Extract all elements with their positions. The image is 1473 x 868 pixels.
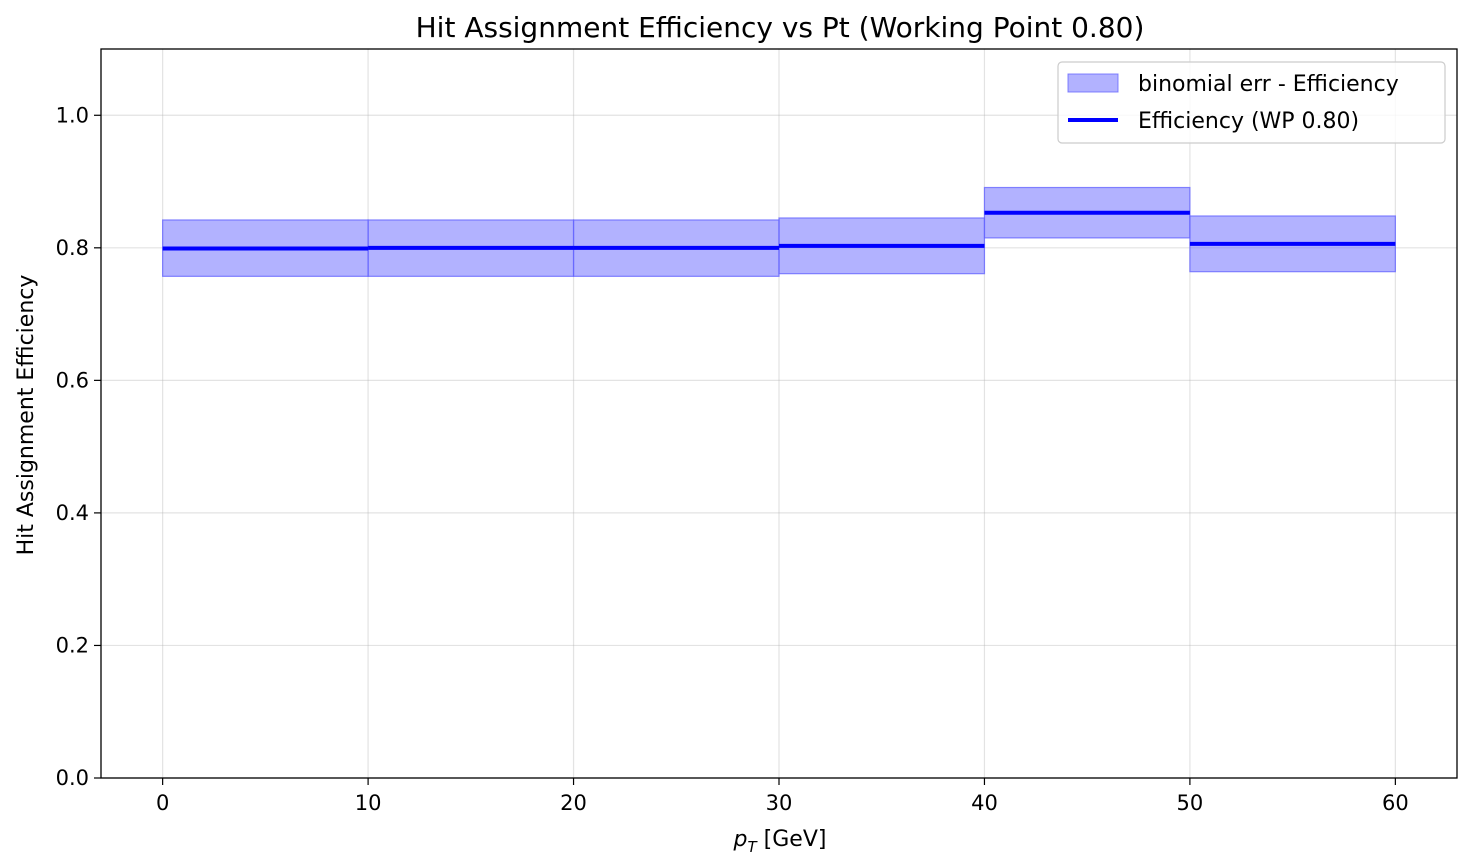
y-axis-label: Hit Assignment Efficiency [14, 275, 39, 556]
x-axis-label-unit: [GeV] [757, 827, 827, 852]
x-axis-label-main: p [733, 827, 748, 852]
x-axis-ticks: 0 10 20 30 40 50 60 [156, 778, 1409, 815]
legend-label-line: Efficiency (WP 0.80) [1138, 109, 1359, 134]
x-tick-label: 0 [156, 791, 169, 815]
x-axis-label-sub: T [748, 838, 759, 856]
y-tick-label: 0.0 [56, 766, 89, 790]
x-tick-label: 10 [355, 791, 382, 815]
x-tick-label: 20 [560, 791, 587, 815]
y-tick-label: 0.4 [56, 501, 89, 525]
x-axis-label: pT [GeV] [733, 827, 827, 856]
x-tick-label: 30 [766, 791, 793, 815]
legend-frame [1057, 61, 1446, 144]
y-tick-label: 0.2 [56, 633, 89, 657]
y-tick-label: 1.0 [56, 103, 89, 127]
x-tick-label: 60 [1382, 791, 1409, 815]
legend-band-swatch [1067, 73, 1119, 93]
legend-label-band: binomial err - Efficiency [1138, 72, 1399, 97]
x-tick-label: 40 [971, 791, 998, 815]
chart-title: Hit Assignment Efficiency vs Pt (Working… [416, 11, 1145, 44]
x-tick-label: 50 [1177, 791, 1204, 815]
efficiency-lines [162, 210, 1396, 251]
y-axis-ticks: 0.0 0.2 0.4 0.6 0.8 1.0 [56, 103, 101, 790]
legend: binomial err - Efficiency Efficiency (WP… [1057, 61, 1446, 144]
y-tick-label: 0.6 [56, 368, 89, 392]
y-tick-label: 0.8 [56, 236, 89, 260]
